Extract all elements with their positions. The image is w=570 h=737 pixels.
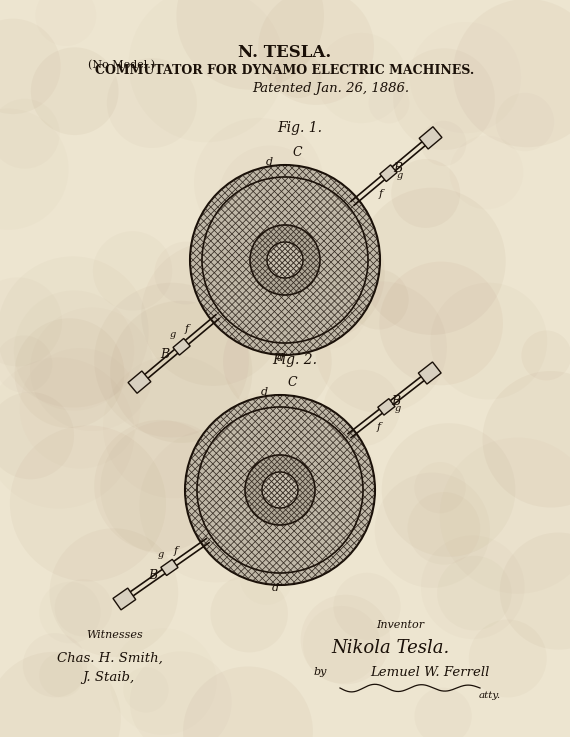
Polygon shape xyxy=(161,559,178,576)
Polygon shape xyxy=(419,127,442,149)
Circle shape xyxy=(223,307,332,416)
Circle shape xyxy=(31,47,119,135)
Text: f: f xyxy=(377,422,381,432)
Circle shape xyxy=(258,0,374,105)
Circle shape xyxy=(190,165,380,355)
Circle shape xyxy=(248,205,385,342)
Text: d: d xyxy=(261,387,268,397)
Text: B: B xyxy=(393,161,402,175)
Text: by: by xyxy=(314,667,327,677)
Circle shape xyxy=(210,575,288,652)
Circle shape xyxy=(141,242,286,386)
Polygon shape xyxy=(378,399,395,415)
Circle shape xyxy=(183,666,313,737)
Circle shape xyxy=(0,392,74,479)
Text: Lemuel W. Ferrell: Lemuel W. Ferrell xyxy=(370,666,490,679)
Text: Fig. 2.: Fig. 2. xyxy=(272,353,317,367)
Circle shape xyxy=(250,225,320,295)
Circle shape xyxy=(522,330,570,380)
Circle shape xyxy=(202,177,368,343)
Circle shape xyxy=(482,371,570,508)
Circle shape xyxy=(0,652,121,737)
Circle shape xyxy=(245,455,315,525)
Circle shape xyxy=(275,52,321,98)
Text: f: f xyxy=(379,189,383,199)
Text: Patented Jan. 26, 1886.: Patented Jan. 26, 1886. xyxy=(252,82,409,94)
Polygon shape xyxy=(128,371,151,394)
Text: d: d xyxy=(271,583,279,593)
Text: f: f xyxy=(174,546,178,556)
Circle shape xyxy=(176,0,324,90)
Circle shape xyxy=(379,262,503,385)
Circle shape xyxy=(500,533,570,649)
Text: J. Staib,: J. Staib, xyxy=(82,671,134,685)
Text: C: C xyxy=(288,376,298,389)
Circle shape xyxy=(453,0,570,147)
Text: Fig. 1.: Fig. 1. xyxy=(278,121,323,135)
Circle shape xyxy=(267,242,303,278)
Text: g: g xyxy=(394,405,401,413)
Text: COMMUTATOR FOR DYNAMO ELECTRIC MACHINES.: COMMUTATOR FOR DYNAMO ELECTRIC MACHINES. xyxy=(95,63,475,77)
Text: Nikola Tesla.: Nikola Tesla. xyxy=(331,639,449,657)
Text: g: g xyxy=(169,329,176,339)
Circle shape xyxy=(300,595,390,684)
Text: Inventor: Inventor xyxy=(376,620,424,630)
Text: B: B xyxy=(161,349,170,361)
Text: f: f xyxy=(185,324,189,334)
Polygon shape xyxy=(113,588,136,610)
Text: Witnesses: Witnesses xyxy=(87,630,144,640)
Text: (No Model.): (No Model.) xyxy=(88,60,155,70)
Text: atty.: atty. xyxy=(479,691,501,699)
Text: N. TESLA.: N. TESLA. xyxy=(238,43,332,60)
Text: g: g xyxy=(396,171,402,180)
Circle shape xyxy=(262,472,298,508)
Circle shape xyxy=(110,301,253,443)
Polygon shape xyxy=(173,338,190,355)
Polygon shape xyxy=(380,165,397,181)
Circle shape xyxy=(50,528,178,657)
Circle shape xyxy=(349,270,409,329)
Circle shape xyxy=(391,159,460,228)
Circle shape xyxy=(359,188,506,335)
Text: g: g xyxy=(157,551,164,559)
Circle shape xyxy=(15,318,124,428)
Text: B: B xyxy=(392,395,401,408)
Text: C: C xyxy=(293,146,303,159)
Circle shape xyxy=(94,283,249,438)
Circle shape xyxy=(197,407,363,573)
Text: Chas. H. Smith,: Chas. H. Smith, xyxy=(57,652,163,665)
Circle shape xyxy=(94,420,226,552)
Text: d: d xyxy=(266,157,273,167)
Polygon shape xyxy=(418,362,441,384)
Circle shape xyxy=(10,425,166,581)
Text: d: d xyxy=(276,353,283,363)
Circle shape xyxy=(382,423,515,557)
Text: B: B xyxy=(148,569,157,582)
Circle shape xyxy=(0,18,60,114)
Circle shape xyxy=(185,395,375,585)
